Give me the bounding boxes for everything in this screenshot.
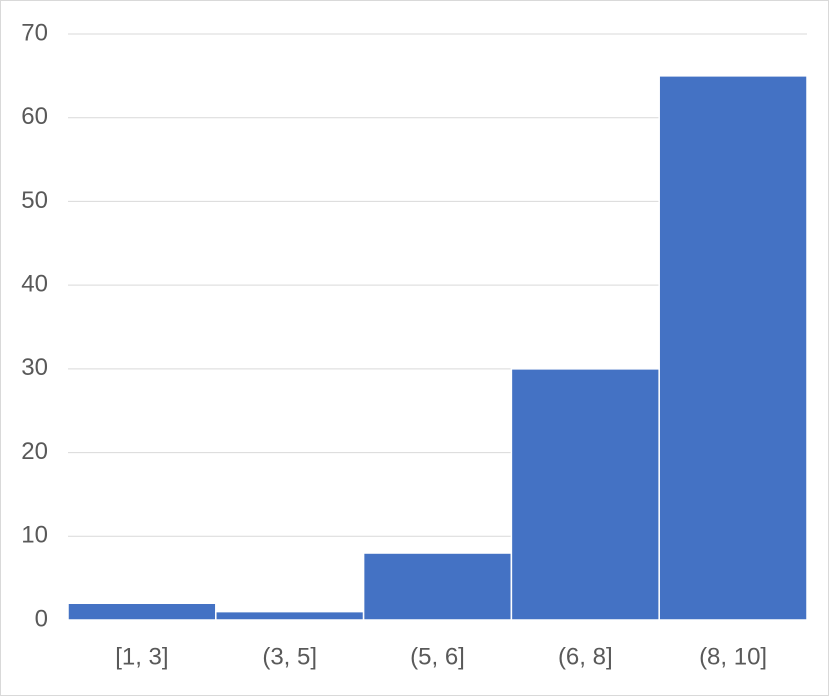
- x-tick-label: (6, 8]: [558, 643, 613, 670]
- bar: [67, 602, 217, 621]
- bar: [658, 75, 808, 621]
- y-tick-label: 40: [21, 270, 48, 297]
- x-tick-label: (5, 6]: [410, 643, 465, 670]
- bar: [510, 368, 660, 621]
- y-tick-label: 30: [21, 354, 48, 381]
- bar: [215, 610, 365, 621]
- x-tick-label: (3, 5]: [262, 643, 317, 670]
- x-tick-label: [1, 3]: [115, 643, 168, 670]
- y-tick-label: 20: [21, 438, 48, 465]
- y-tick-label: 50: [21, 187, 48, 214]
- y-tick-label: 70: [21, 19, 48, 46]
- bar: [362, 552, 513, 621]
- y-tick-label: 0: [35, 605, 48, 632]
- y-tick-label: 60: [21, 103, 48, 130]
- y-tick-label: 10: [21, 522, 48, 549]
- x-tick-label: (8, 10]: [699, 643, 767, 670]
